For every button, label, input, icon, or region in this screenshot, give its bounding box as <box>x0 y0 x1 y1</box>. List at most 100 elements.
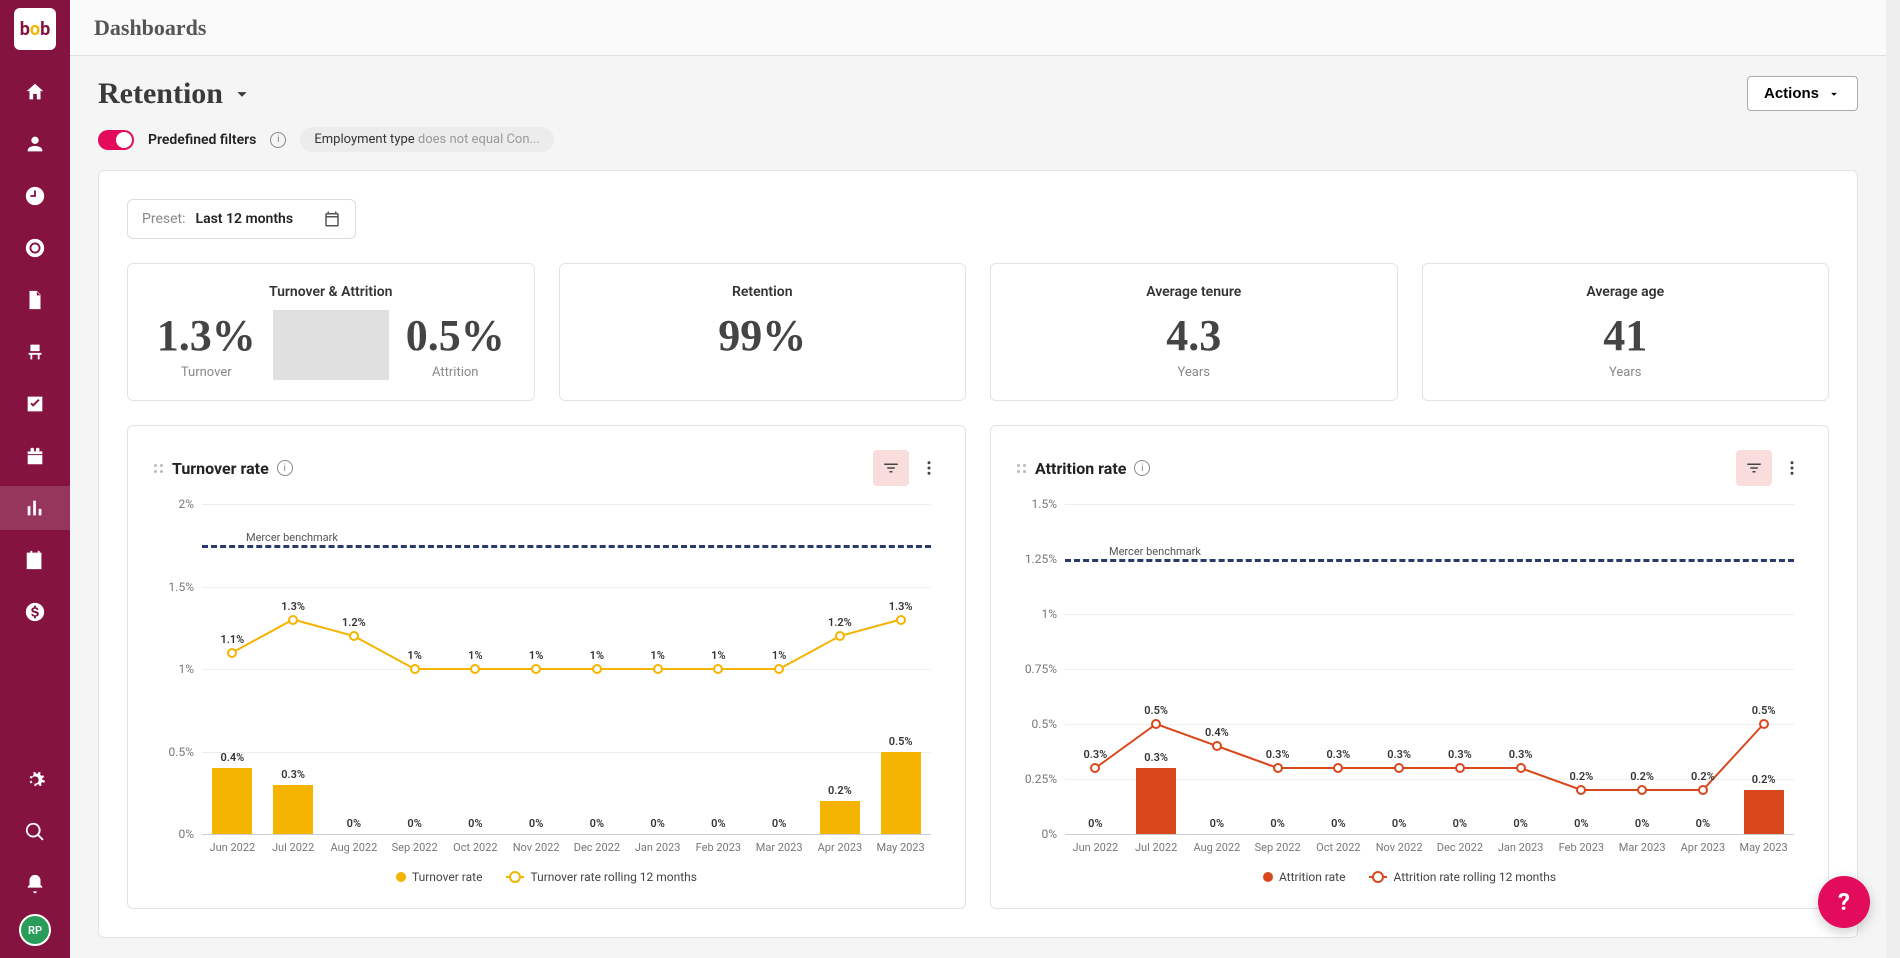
point[interactable] <box>774 664 784 674</box>
chart-filter-button[interactable] <box>1736 450 1772 486</box>
x-tick: Oct 2022 <box>445 841 506 854</box>
sidebar: bob RP <box>0 0 70 958</box>
point[interactable] <box>1576 785 1586 795</box>
point[interactable] <box>713 664 723 674</box>
nav-item-clock[interactable] <box>0 174 70 218</box>
kpi-turnover-attrition[interactable]: Turnover & Attrition 1.3% Turnover 0.5% … <box>127 263 535 401</box>
nav-item-lifebuoy[interactable] <box>0 226 70 270</box>
nav-item-chair[interactable] <box>0 330 70 374</box>
point[interactable] <box>1151 719 1161 729</box>
actions-button[interactable]: Actions <box>1747 76 1858 111</box>
turnover-chart-card: Turnover rate i <box>127 425 966 909</box>
point[interactable] <box>1637 785 1647 795</box>
kpi-retention[interactable]: Retention 99% <box>559 263 967 401</box>
x-tick: Feb 2023 <box>1551 841 1612 854</box>
line <box>232 620 900 670</box>
line <box>1095 724 1763 790</box>
attrition-chart-card: Attrition rate i <box>990 425 1829 909</box>
kpi-row: Turnover & Attrition 1.3% Turnover 0.5% … <box>127 263 1829 401</box>
line-label: 1.2% <box>828 616 852 629</box>
line-label: 1% <box>407 649 421 662</box>
nav-item-search[interactable] <box>0 810 70 854</box>
help-fab[interactable]: ? <box>1818 876 1870 928</box>
y-tick: 0% <box>1041 827 1057 841</box>
line-label: 1% <box>529 649 543 662</box>
y-tick: 0.75% <box>1025 662 1057 676</box>
predefined-filters-toggle[interactable] <box>98 130 134 150</box>
point[interactable] <box>1698 785 1708 795</box>
point[interactable] <box>349 631 359 641</box>
preset-selector[interactable]: Preset: Last 12 months <box>127 199 356 239</box>
nav-item-gift[interactable] <box>0 434 70 478</box>
kpi-tenure[interactable]: Average tenure 4.3 Years <box>990 263 1398 401</box>
nav-item-document[interactable] <box>0 278 70 322</box>
x-tick: Sep 2022 <box>384 841 445 854</box>
nav-bottom: RP <box>0 758 70 958</box>
info-icon[interactable]: i <box>277 460 293 476</box>
point[interactable] <box>835 631 845 641</box>
line-label: 1% <box>711 649 725 662</box>
legend-label: Attrition rate rolling 12 months <box>1393 870 1556 884</box>
avatar[interactable]: RP <box>19 914 51 946</box>
point[interactable] <box>1333 763 1343 773</box>
point[interactable] <box>410 664 420 674</box>
line-label: 0.2% <box>1691 770 1715 783</box>
point[interactable] <box>470 664 480 674</box>
filter-chip-op: does not equal Con... <box>418 132 540 147</box>
nav-item-checkbox[interactable] <box>0 382 70 426</box>
topbar: Dashboards <box>70 0 1886 56</box>
nav-item-bell[interactable] <box>0 862 70 906</box>
x-tick: Dec 2022 <box>1430 841 1491 854</box>
y-tick: 0% <box>178 827 194 841</box>
legend-dot-icon <box>396 872 406 882</box>
chevron-down-icon <box>231 83 253 105</box>
header-row: Retention Actions <box>70 56 1886 119</box>
info-icon[interactable]: i <box>270 132 286 148</box>
filter-chip-field: Employment type <box>314 132 414 147</box>
nav-item-gear[interactable] <box>0 758 70 802</box>
page-title-dropdown[interactable]: Retention <box>98 77 253 111</box>
point[interactable] <box>1273 763 1283 773</box>
chart-more-button[interactable] <box>1780 450 1804 486</box>
chart-more-button[interactable] <box>917 450 941 486</box>
point[interactable] <box>1516 763 1526 773</box>
point[interactable] <box>1455 763 1465 773</box>
preset-value: Last 12 months <box>196 211 294 227</box>
info-icon[interactable]: i <box>1134 460 1150 476</box>
nav-item-bar-chart[interactable] <box>0 486 70 530</box>
x-tick: Aug 2022 <box>1187 841 1248 854</box>
clock-icon <box>24 185 46 207</box>
line-label: 1% <box>468 649 482 662</box>
bell-icon <box>24 873 46 895</box>
point[interactable] <box>896 615 906 625</box>
nav-item-calendar[interactable] <box>0 538 70 582</box>
scrollbar[interactable] <box>1886 0 1900 958</box>
point[interactable] <box>1759 719 1769 729</box>
x-tick: Mar 2023 <box>1612 841 1673 854</box>
point[interactable] <box>1090 763 1100 773</box>
point[interactable] <box>653 664 663 674</box>
kpi-retention-value: 99% <box>580 310 946 361</box>
kpi-age[interactable]: Average age 41 Years <box>1422 263 1830 401</box>
point[interactable] <box>592 664 602 674</box>
nav-item-dollar[interactable] <box>0 590 70 634</box>
person-icon <box>24 133 46 155</box>
line-label: 0.3% <box>1387 748 1411 761</box>
logo[interactable]: bob <box>14 8 56 50</box>
drag-handle-icon[interactable] <box>152 462 164 474</box>
nav-item-person[interactable] <box>0 122 70 166</box>
nav-item-home[interactable] <box>0 70 70 114</box>
point[interactable] <box>531 664 541 674</box>
dollar-icon <box>24 601 46 623</box>
point[interactable] <box>1212 741 1222 751</box>
point[interactable] <box>288 615 298 625</box>
kpi-age-sub: Years <box>1443 365 1809 380</box>
filter-chip[interactable]: Employment type does not equal Con... <box>300 127 553 152</box>
help-icon: ? <box>1838 888 1850 916</box>
point[interactable] <box>227 648 237 658</box>
drag-handle-icon[interactable] <box>1015 462 1027 474</box>
chart-filter-button[interactable] <box>873 450 909 486</box>
point[interactable] <box>1394 763 1404 773</box>
x-tick: May 2023 <box>1733 841 1794 854</box>
turnover-chart: 0%0.5%1%1.5%2%Mercer benchmark0.4%0.3%0%… <box>152 504 941 864</box>
